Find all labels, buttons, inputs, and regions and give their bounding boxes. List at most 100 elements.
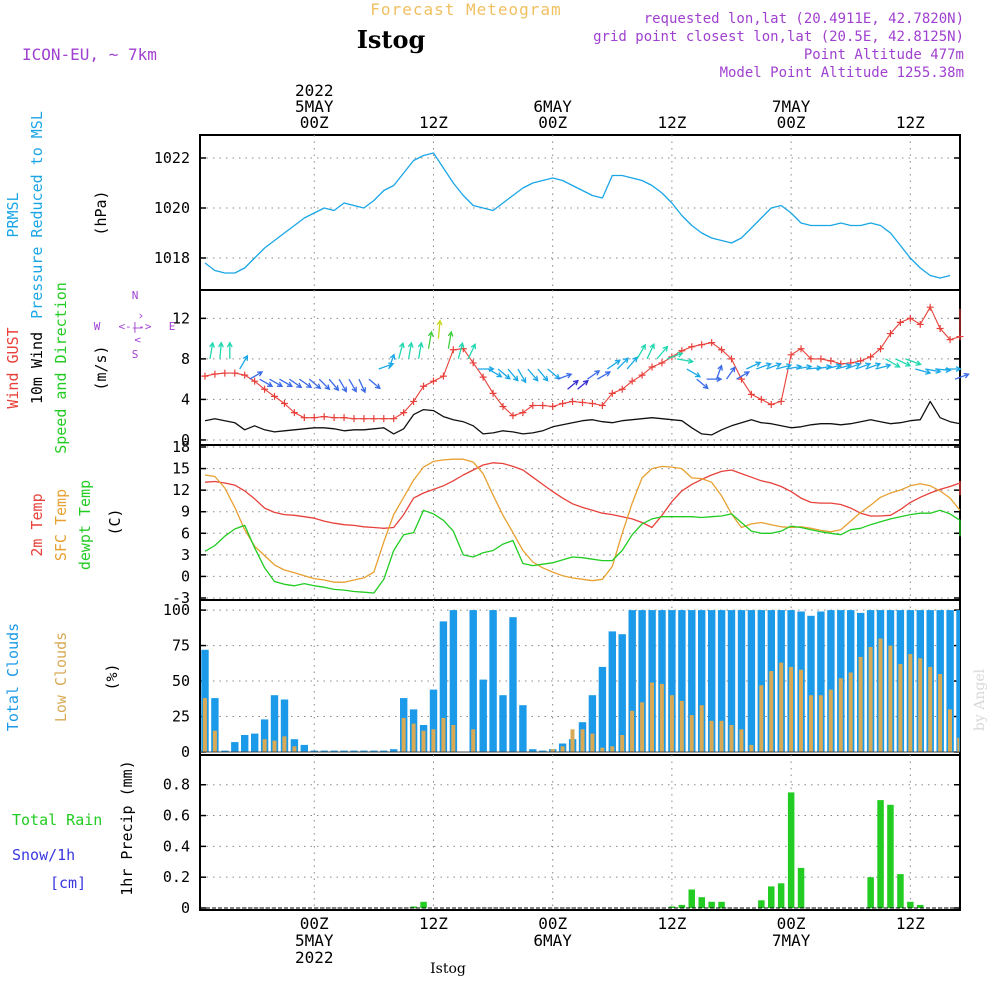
total-clouds-bar bbox=[727, 610, 736, 752]
total-clouds-bar bbox=[251, 733, 259, 752]
station-title: Istog bbox=[357, 25, 426, 54]
pressure-ytick-label: 1020 bbox=[154, 199, 190, 217]
gust-marker bbox=[449, 346, 457, 354]
total-clouds-bar bbox=[340, 750, 348, 752]
compass-vertical: ^ | v bbox=[132, 313, 143, 343]
total-clouds-bar bbox=[588, 695, 597, 752]
wind-direction-arrow bbox=[597, 371, 612, 380]
compass-w: W bbox=[94, 320, 101, 333]
rain-bar bbox=[777, 883, 785, 908]
wind-direction-arrow bbox=[537, 368, 549, 382]
wind-direction-arrow bbox=[457, 341, 465, 360]
low-clouds-bar bbox=[610, 746, 615, 752]
total-clouds-bar bbox=[737, 610, 746, 752]
bottom-time-label: 00Z bbox=[538, 914, 567, 933]
wind-direction-arrow bbox=[587, 370, 601, 380]
gust-marker bbox=[708, 339, 716, 347]
rain-bar bbox=[797, 867, 805, 908]
temp2m-label: 2m Temp bbox=[28, 493, 46, 556]
low-clouds-bar bbox=[600, 747, 605, 752]
gust-marker bbox=[211, 370, 219, 378]
wind-direction-arrow bbox=[298, 378, 313, 389]
top-time-label: 12Z bbox=[419, 113, 448, 132]
low-clouds-bar bbox=[411, 723, 416, 752]
wind-direction-arrow bbox=[348, 378, 357, 393]
snow-unit: [cm] bbox=[50, 874, 86, 892]
precipitation-panel: 0 0.2 0.4 0.6 0.8 1hr Precip (mm) Total Rain Sn… bbox=[12, 754, 961, 917]
gust-marker bbox=[280, 399, 288, 407]
wind-direction-arrow bbox=[885, 358, 901, 368]
top-time-label: 6MAY bbox=[533, 97, 572, 116]
gust-marker bbox=[380, 415, 388, 423]
temperature-frame bbox=[199, 444, 961, 601]
wind-direction-arrow bbox=[567, 379, 579, 390]
low-clouds-bar bbox=[818, 695, 823, 752]
total-clouds-bar bbox=[380, 750, 388, 752]
total-clouds-bar bbox=[708, 610, 716, 752]
temp2m-line bbox=[204, 462, 961, 529]
clouds-ytick-label: 100 bbox=[163, 601, 190, 619]
gust-marker bbox=[201, 372, 209, 380]
gust-marker bbox=[767, 400, 775, 408]
total-clouds-bar bbox=[270, 695, 279, 752]
total-clouds-bar bbox=[608, 631, 616, 752]
gust-marker bbox=[420, 382, 428, 390]
clouds-ytick-label: 50 bbox=[172, 672, 190, 690]
bottom-time-label: 5MAY bbox=[295, 931, 334, 950]
gust-marker bbox=[827, 357, 835, 365]
gust-marker bbox=[350, 415, 358, 423]
rain-bar bbox=[907, 901, 914, 908]
total-clouds-bar bbox=[519, 705, 527, 752]
top-time-label: 7MAY bbox=[772, 97, 811, 116]
pressure-label-short: PRMSL bbox=[4, 192, 22, 237]
wind-direction-arrow bbox=[656, 345, 669, 360]
total-clouds-bar bbox=[509, 617, 517, 752]
temperature-ytick-label: -3 bbox=[172, 589, 190, 607]
wind-direction-arrow bbox=[427, 330, 434, 349]
wind-speed-line bbox=[204, 400, 961, 436]
bottom-time-label: 12Z bbox=[657, 914, 686, 933]
rain-bar bbox=[698, 897, 705, 908]
compass-horizontal: <-|-> bbox=[118, 320, 151, 333]
total-clouds-bar bbox=[688, 610, 696, 752]
wind-10m-label: 10m Wind bbox=[28, 332, 46, 404]
bottom-time-label: 12Z bbox=[896, 914, 925, 933]
total-clouds-bar bbox=[529, 749, 537, 752]
watermark: by Angel bbox=[972, 668, 988, 731]
snow-label: Snow/1h bbox=[12, 846, 75, 864]
low-clouds-bar bbox=[689, 715, 694, 752]
total-clouds-bar bbox=[300, 744, 308, 752]
gust-marker bbox=[926, 303, 934, 311]
wind-direction-arrow bbox=[616, 357, 630, 370]
wind-direction-arrow bbox=[905, 358, 922, 366]
wind-direction-arrow bbox=[845, 362, 862, 370]
wind-direction-arrow bbox=[279, 378, 294, 387]
wind-direction-arrow bbox=[676, 358, 695, 364]
low-clouds-bar bbox=[580, 729, 585, 752]
low-clouds-bar bbox=[669, 695, 674, 752]
wind-direction-arrow bbox=[766, 362, 782, 370]
gust-marker bbox=[956, 333, 964, 341]
total-clouds-bar bbox=[807, 615, 815, 752]
total-clouds-bar bbox=[469, 610, 477, 752]
temperature-ytick-label: 6 bbox=[181, 524, 190, 542]
gust-marker bbox=[946, 336, 954, 344]
total-clouds-bar bbox=[330, 750, 338, 752]
wind-direction-arrow bbox=[269, 378, 284, 387]
total-clouds-bar bbox=[211, 698, 219, 752]
wind-panel: 0 4 8 12 Wind GUST 10m Wind Speed and Directio… bbox=[4, 282, 970, 454]
wind-direction-arrow bbox=[507, 368, 519, 382]
gust-marker bbox=[271, 392, 279, 400]
total-clouds-bar bbox=[350, 750, 358, 752]
pressure-label-long: Pressure Reduced to MSL bbox=[28, 111, 46, 319]
low-clouds-bar bbox=[938, 674, 943, 752]
total-clouds-bar bbox=[648, 610, 656, 752]
low-clouds-bar bbox=[262, 739, 267, 752]
low-clouds-bar bbox=[928, 666, 933, 752]
wind-direction-arrow bbox=[736, 371, 751, 380]
rain-bar bbox=[718, 901, 725, 908]
low-clouds-bar bbox=[212, 730, 217, 752]
wind-direction-arrow bbox=[338, 378, 347, 393]
product-title: Forecast Meteogram bbox=[370, 0, 561, 19]
total-clouds-bar bbox=[449, 610, 458, 752]
